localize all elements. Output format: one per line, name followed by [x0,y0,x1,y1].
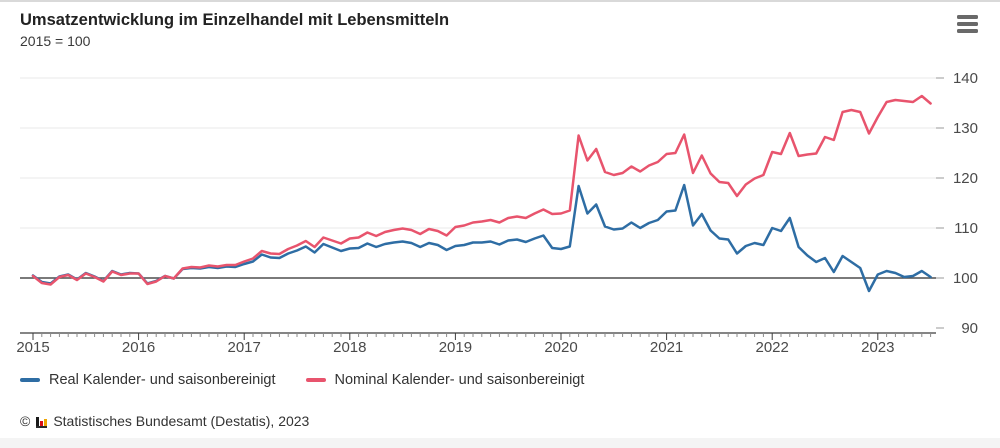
x-axis-label: 2019 [439,339,472,356]
y-axis-label: 100 [953,270,978,287]
legend-swatch-nominal [305,378,326,382]
destatis-logo-icon [36,414,48,428]
chart-subtitle: 2015 = 100 [20,33,91,49]
page-background-strip [0,438,1000,448]
legend-label-nominal: Nominal Kalender- und saisonbereinigt [334,372,585,388]
y-axis-label: 130 [953,120,978,137]
x-axis-label: 2023 [861,339,894,356]
series-line-real[interactable] [31,183,932,293]
y-axis-label: 120 [953,170,978,187]
x-axis-label: 2022 [756,339,789,356]
legend-swatch-real [20,378,40,382]
hamburger-icon [957,15,979,33]
y-axis-label: 90 [961,320,978,337]
x-axis-label: 2021 [650,339,683,356]
y-axis-label: 110 [954,220,978,237]
series-line-nominal[interactable] [31,94,932,286]
legend-label-real: Real Kalender- und saisonbereinigt [49,372,276,388]
copyright-symbol: © [20,413,31,429]
source-text: Statistisches Bundesamt (Destatis), 2023 [53,413,310,429]
source-line: © Statistisches Bundesamt (Destatis), 20… [20,413,309,429]
x-axis-label: 2015 [16,339,49,356]
x-axis-label: 2018 [333,339,366,356]
legend-item-nominal[interactable]: Nominal Kalender- und saisonbereinigt [305,372,585,388]
x-axis-label: 2016 [122,339,155,356]
x-axis-label: 2017 [228,339,261,356]
chart-legend: Real Kalender- und saisonbereinigt Nomin… [20,372,584,388]
chart-title: Umsatzentwicklung im Einzelhandel mit Le… [20,11,450,29]
context-menu-button[interactable] [957,15,979,36]
y-axis-label: 140 [953,70,978,87]
legend-item-real[interactable]: Real Kalender- und saisonbereinigt [20,372,276,388]
x-axis-label: 2020 [544,339,577,356]
